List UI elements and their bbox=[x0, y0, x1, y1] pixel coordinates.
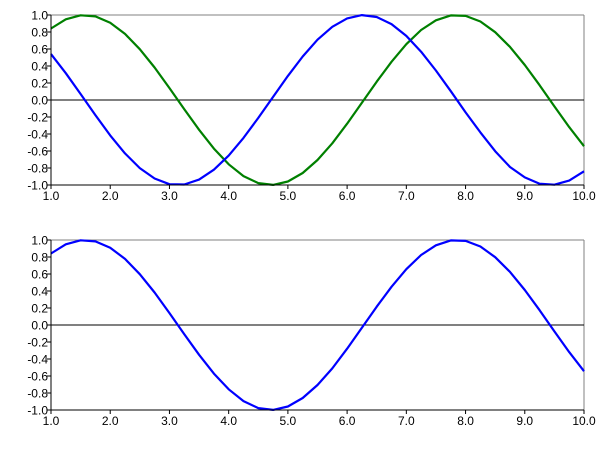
x-tick-label: 8.0 bbox=[457, 414, 474, 428]
x-tick-label: 2.0 bbox=[102, 414, 119, 428]
y-tick-label: 0.6 bbox=[31, 268, 48, 282]
x-tick-label: 8.0 bbox=[457, 189, 474, 203]
subplot-2: 1.00.80.60.40.20.0-0.2-0.4-0.6-0.8-1.01.… bbox=[27, 234, 596, 429]
series-line-2 bbox=[50, 14, 585, 186]
y-tick-label: 0.2 bbox=[31, 77, 48, 91]
y-tick-label: 1.0 bbox=[31, 9, 48, 23]
y-tick-label: -0.6 bbox=[27, 370, 48, 384]
x-tick-label: 3.0 bbox=[161, 189, 178, 203]
y-tick-label: 0.4 bbox=[31, 285, 48, 299]
y-tick-label: 0.0 bbox=[31, 94, 48, 108]
y-tick-label: 0.8 bbox=[31, 26, 48, 40]
series-line-1 bbox=[50, 239, 585, 411]
y-tick-label: -0.6 bbox=[27, 145, 48, 159]
x-tick-label: 6.0 bbox=[339, 189, 356, 203]
y-tick-label: -0.2 bbox=[27, 336, 48, 350]
y-tick-label: -0.2 bbox=[27, 111, 48, 125]
y-tick-label: -0.4 bbox=[27, 128, 48, 142]
x-tick-label: 4.0 bbox=[220, 414, 237, 428]
y-tick-label: 0.4 bbox=[31, 60, 48, 74]
y-tick-label: 1.0 bbox=[31, 234, 48, 248]
x-tick-label: 1.0 bbox=[43, 414, 60, 428]
x-tick-label: 9.0 bbox=[516, 189, 533, 203]
x-tick-label: 4.0 bbox=[220, 189, 237, 203]
y-tick-label: 0.0 bbox=[31, 319, 48, 333]
subplot-1: 1.00.80.60.40.20.0-0.2-0.4-0.6-0.8-1.01.… bbox=[27, 9, 596, 204]
y-tick-label: 0.2 bbox=[31, 302, 48, 316]
y-tick-label: -0.8 bbox=[27, 162, 48, 176]
y-tick-label: -0.4 bbox=[27, 353, 48, 367]
y-tick-label: 0.8 bbox=[31, 251, 48, 265]
x-tick-label: 1.0 bbox=[43, 189, 60, 203]
x-tick-label: 3.0 bbox=[161, 414, 178, 428]
y-tick-label: -0.8 bbox=[27, 387, 48, 401]
y-tick-label: -1.0 bbox=[27, 404, 48, 418]
x-tick-label: 2.0 bbox=[102, 189, 119, 203]
x-tick-label: 10.0 bbox=[572, 189, 596, 203]
x-tick-label: 10.0 bbox=[572, 414, 596, 428]
x-tick-label: 5.0 bbox=[280, 189, 297, 203]
x-tick-label: 9.0 bbox=[516, 414, 533, 428]
x-tick-label: 6.0 bbox=[339, 414, 356, 428]
x-tick-label: 7.0 bbox=[398, 189, 415, 203]
y-tick-label: -1.0 bbox=[27, 179, 48, 193]
x-tick-label: 7.0 bbox=[398, 414, 415, 428]
y-tick-label: 0.6 bbox=[31, 43, 48, 57]
series-line-1 bbox=[50, 14, 585, 186]
x-tick-label: 5.0 bbox=[280, 414, 297, 428]
